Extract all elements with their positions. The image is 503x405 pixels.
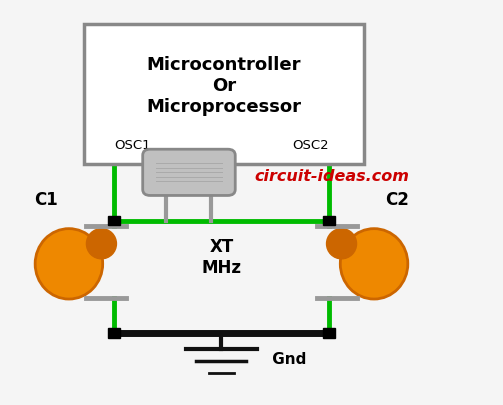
Polygon shape <box>108 328 120 338</box>
Text: XT
MHz: XT MHz <box>202 239 241 277</box>
Text: C1: C1 <box>35 190 58 209</box>
FancyBboxPatch shape <box>84 23 364 164</box>
Text: circuit-ideas.com: circuit-ideas.com <box>254 169 409 184</box>
Polygon shape <box>108 216 120 226</box>
Text: OSC2: OSC2 <box>292 139 329 152</box>
Text: Gnd: Gnd <box>267 352 306 367</box>
Ellipse shape <box>87 229 116 259</box>
Polygon shape <box>323 216 335 226</box>
Text: Microcontroller
Or
Microprocessor: Microcontroller Or Microprocessor <box>146 56 301 116</box>
FancyBboxPatch shape <box>143 149 235 196</box>
Ellipse shape <box>35 229 103 299</box>
Ellipse shape <box>326 229 357 259</box>
Polygon shape <box>323 328 335 338</box>
Text: OSC1: OSC1 <box>114 139 150 152</box>
Text: C2: C2 <box>385 190 408 209</box>
Ellipse shape <box>341 229 408 299</box>
